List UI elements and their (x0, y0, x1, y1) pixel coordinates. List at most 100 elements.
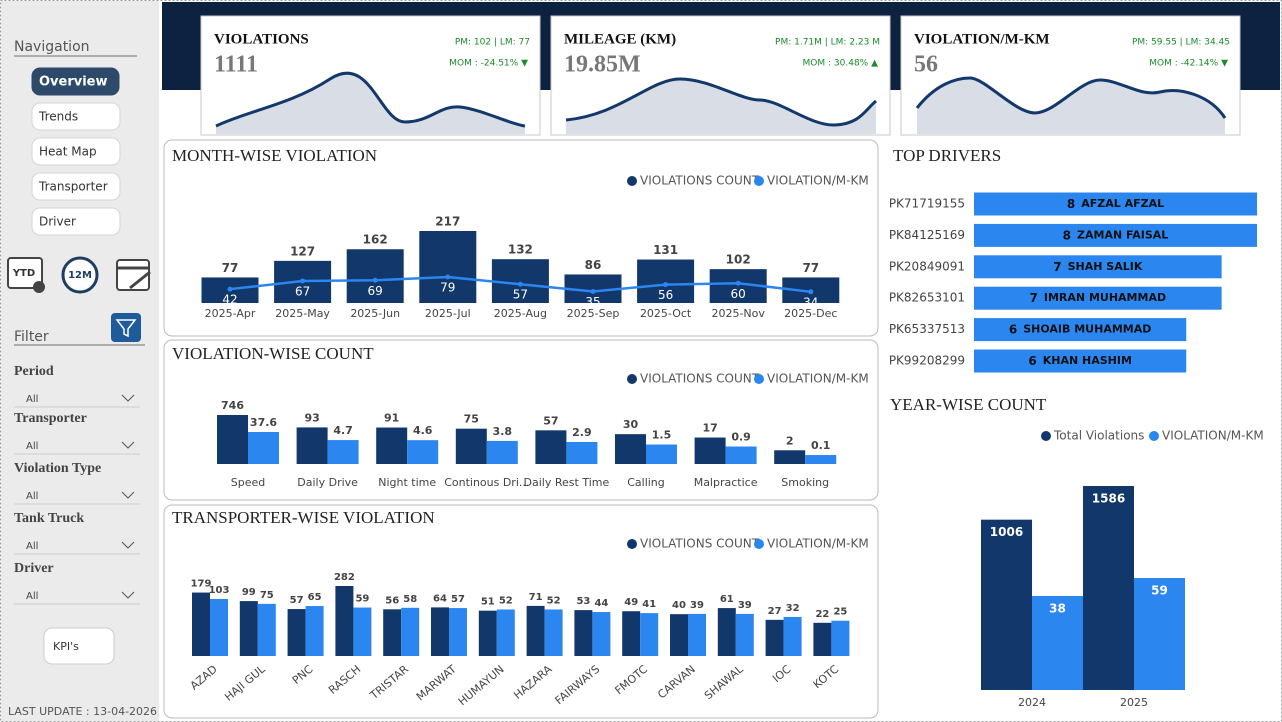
legend-label: VIOLATION/M-KM (767, 537, 869, 551)
nav-button[interactable]: Trends (31, 102, 121, 131)
data-label: 3.8 (493, 425, 513, 438)
line-point (808, 289, 814, 295)
filter-dropdown[interactable]: All (14, 541, 140, 555)
bar (305, 606, 324, 656)
data-label: 217 (435, 215, 460, 229)
data-label: 8 (1067, 197, 1075, 211)
bar (774, 450, 806, 464)
data-label: 1.5 (652, 429, 672, 442)
button-label: YTD (12, 268, 35, 279)
data-label: 39 (690, 600, 704, 611)
x-tick-label: Daily Drive (297, 476, 358, 489)
bar (431, 607, 449, 656)
legend-marker (754, 539, 764, 549)
data-label: 61 (720, 594, 734, 605)
filter-title: Filter (14, 329, 49, 345)
bar (210, 599, 228, 656)
bar (646, 444, 677, 464)
chart-title: VIOLATION-WISE COUNT (172, 344, 374, 363)
filter-dropdown[interactable]: All (14, 491, 140, 505)
data-label: 102 (726, 253, 751, 267)
data-label: 49 (624, 597, 638, 608)
bar (592, 612, 611, 656)
x-tick-label: Daily Rest Time (524, 476, 610, 489)
nav-button[interactable]: Overview (31, 67, 120, 96)
legend-label: VIOLATIONS COUNT (640, 372, 760, 386)
data-label: 6 (1028, 354, 1036, 368)
dropdown-arrow (121, 394, 135, 402)
legend-marker (1149, 431, 1159, 441)
filter-dropdown[interactable]: All (14, 591, 140, 605)
y-tick-label: PK71719155 (889, 197, 965, 211)
data-label: 99 (242, 587, 256, 598)
filter-dropdown[interactable]: All (14, 441, 140, 455)
data-label: 51 (481, 597, 495, 608)
x-tick-label: Smoking (781, 476, 829, 489)
button-frame (31, 137, 121, 166)
x-tick-label: Speed (231, 476, 265, 489)
bar (335, 586, 354, 656)
panel (163, 504, 879, 719)
last-update: LAST UPDATE : 13-04-2026 (8, 705, 157, 718)
bar (981, 519, 1032, 690)
filter-button[interactable] (111, 313, 141, 342)
legend-label: Total Violations (1053, 429, 1144, 443)
kpi-button[interactable]: KPI's (43, 627, 115, 665)
driver-name: AFZAL AFZAL (1081, 197, 1164, 210)
data-label: 30 (623, 418, 639, 431)
data-label: 65 (308, 592, 322, 603)
nav-button[interactable]: Driver (31, 207, 121, 236)
bar (496, 609, 515, 656)
bar (455, 428, 487, 464)
bar (574, 610, 593, 656)
bar (974, 349, 1187, 373)
12m-button[interactable]: 12M (61, 256, 99, 294)
dropdown-value: All (26, 541, 38, 552)
data-label: 79 (440, 281, 455, 295)
bar (640, 613, 659, 656)
x-tick-label: Calling (627, 476, 665, 489)
filter-label: Period (14, 364, 54, 379)
bar (1083, 486, 1134, 690)
bar (765, 619, 784, 656)
data-label: 52 (499, 595, 513, 606)
bar (287, 609, 306, 656)
dropdown-arrow (121, 591, 135, 599)
driver-name: ZAMAN FAISAL (1077, 228, 1168, 241)
bar (401, 607, 420, 656)
kpi-comparison: PM: 102 | LM: 77 (455, 38, 530, 48)
data-label: 2 (786, 434, 794, 447)
data-label: 56 (658, 288, 673, 302)
line-point (663, 282, 669, 288)
nav-button[interactable]: Heat Map (31, 137, 121, 166)
bar (637, 259, 695, 303)
button-frame (31, 102, 121, 131)
nav-button[interactable]: Transporter (31, 172, 121, 201)
legend-marker (754, 374, 764, 384)
bar (327, 440, 359, 464)
filter-dropdown[interactable]: All (14, 394, 140, 408)
kpi-title: VIOLATIONS (214, 31, 309, 47)
x-tick-label: 2025-Jul (425, 307, 471, 320)
data-label: 6 (1009, 322, 1017, 336)
data-label: 27 (768, 606, 782, 617)
bar (622, 611, 641, 656)
dropdown-value: All (26, 394, 38, 405)
bar-label: 7 IMRAN MUHAMMAD (1030, 291, 1167, 305)
data-label: 56 (385, 595, 399, 606)
x-tick-label: 2025-Apr (205, 307, 256, 320)
ytd-button[interactable]: YTD (7, 257, 45, 293)
button-label: Trends (38, 110, 78, 124)
data-label: 77 (802, 261, 819, 275)
data-label: 132 (508, 243, 533, 257)
dropdown-arrow (121, 491, 135, 499)
data-label: 25 (833, 607, 847, 618)
button-label: 12M (68, 270, 92, 281)
data-label: 0.9 (731, 431, 751, 444)
data-label: 0.1 (811, 439, 831, 452)
calendar-button[interactable] (116, 259, 151, 291)
filter-label: Transporter (14, 411, 87, 426)
data-label: 39 (738, 600, 752, 611)
bar (544, 609, 563, 656)
